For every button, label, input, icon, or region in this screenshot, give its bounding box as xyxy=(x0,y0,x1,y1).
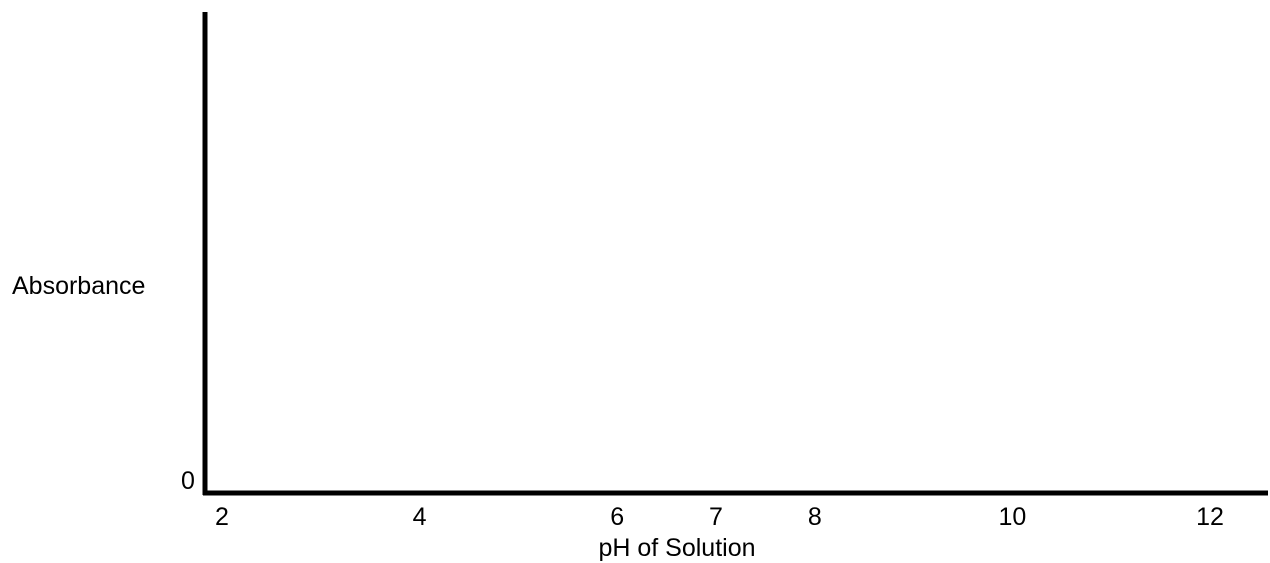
x-axis-label: pH of Solution xyxy=(598,534,755,562)
x-tick-label: 6 xyxy=(610,503,624,531)
y-tick-label: 0 xyxy=(181,467,195,495)
x-tick-labels: 2 4 6 7 8 10 12 xyxy=(215,503,1224,531)
x-tick-label: 7 xyxy=(709,503,723,531)
y-axis-label: Absorbance xyxy=(12,272,145,300)
x-tick-label: 4 xyxy=(413,503,427,531)
x-tick-label: 10 xyxy=(998,503,1026,531)
y-tick-labels: 0 xyxy=(181,467,195,495)
x-tick-label: 12 xyxy=(1196,503,1224,531)
x-tick-label: 2 xyxy=(215,503,229,531)
x-tick-label: 8 xyxy=(808,503,822,531)
